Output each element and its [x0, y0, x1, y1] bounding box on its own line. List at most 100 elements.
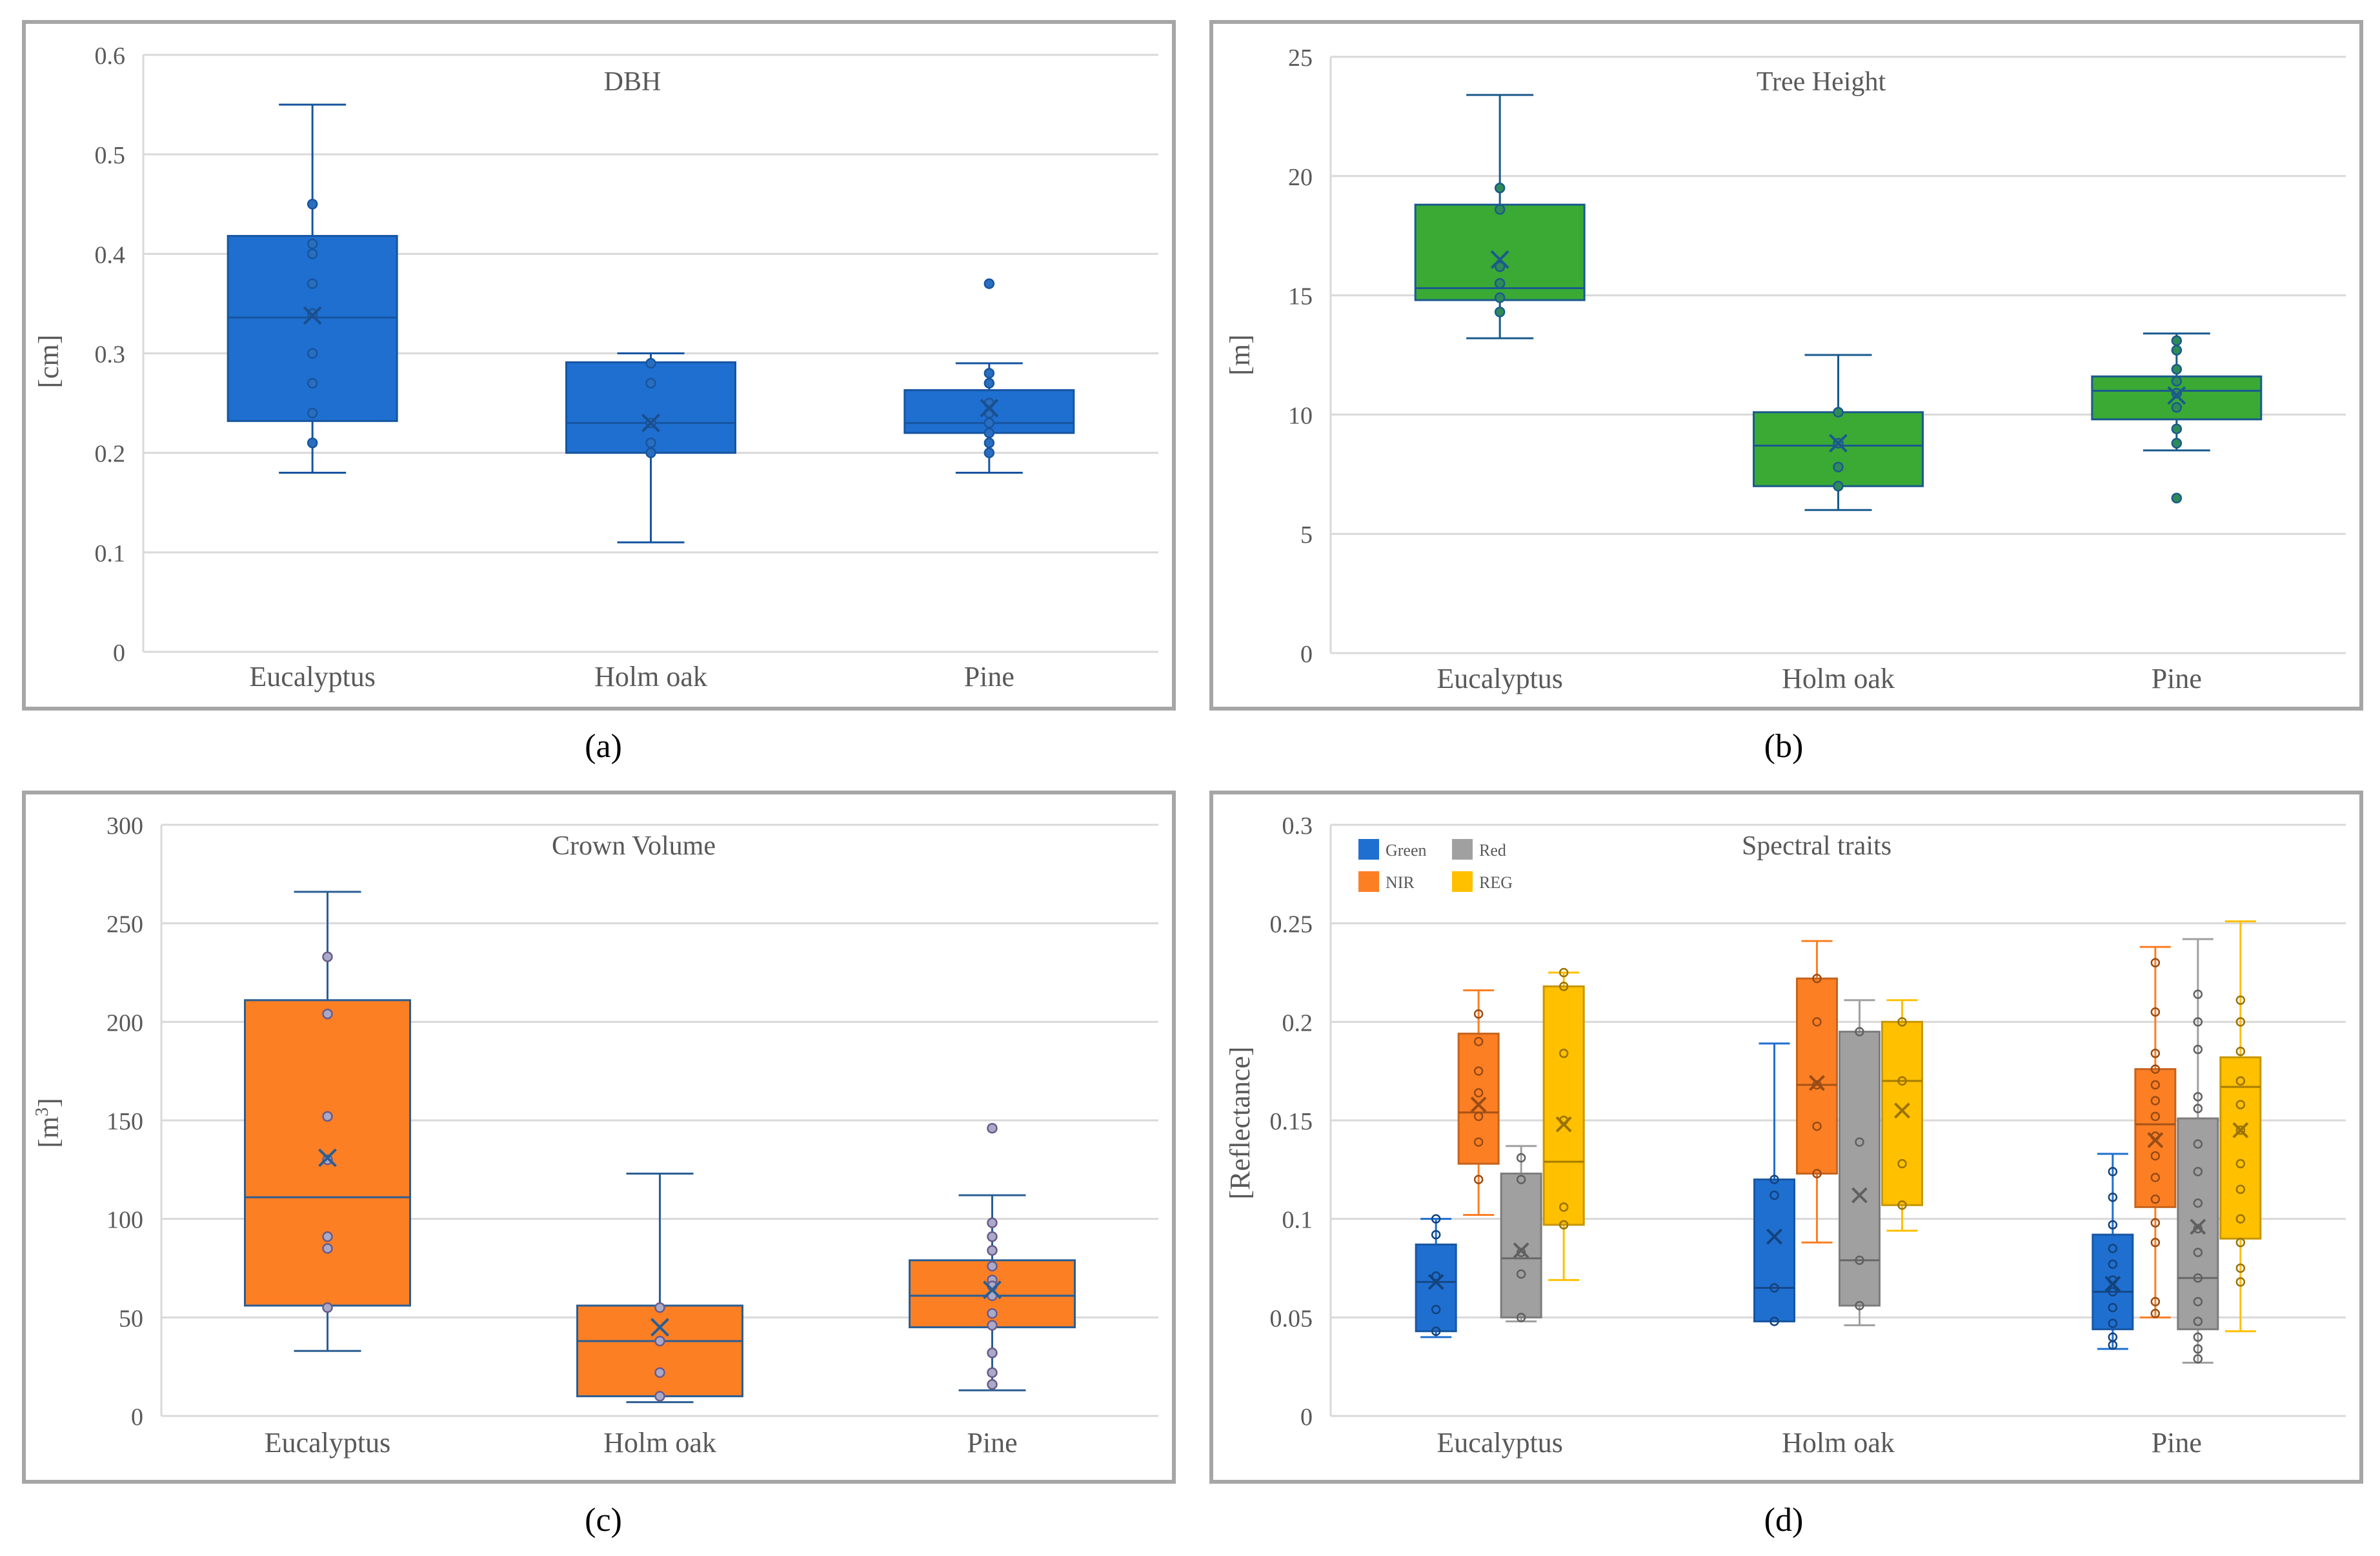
data-point: [1558, 1202, 1569, 1212]
mean-marker: [2167, 386, 2186, 405]
data-point: [307, 407, 318, 419]
legend-label-reg: REG: [1479, 873, 1513, 892]
data-point: [983, 447, 995, 458]
data-point: [987, 1320, 998, 1331]
category-label: Holm oak: [603, 1427, 716, 1459]
data-point: [2193, 1017, 2203, 1027]
category-label: Holm oak: [1782, 663, 1895, 694]
data-point: [2171, 423, 2183, 434]
y-tick-label: 25: [1288, 45, 1313, 72]
legend-swatch-green: [1358, 839, 1379, 860]
data-point: [1431, 1326, 1441, 1336]
y-tick-label: 0.5: [95, 142, 126, 169]
y-tick-label: 250: [106, 911, 143, 938]
data-point: [2235, 1017, 2246, 1027]
category-label: Pine: [2152, 1427, 2202, 1459]
chart-crown-volume: 0 50 100 150 200 250 300 Crown Volume [m3] Eucaly…: [32, 813, 1158, 1459]
data-point: [1897, 1076, 1907, 1086]
data-point: [2171, 402, 2183, 413]
data-point: [2150, 1238, 2161, 1248]
mean-marker: [1829, 434, 1848, 453]
panel-d: 0 0.05 0.1 0.15 0.2 0.25 0.3 Spectral traits [Re…: [1209, 791, 2363, 1539]
data-point: [987, 1308, 998, 1319]
data-point: [1431, 1229, 1441, 1240]
data-point: [1770, 1175, 1779, 1184]
data-point: [307, 278, 318, 289]
mean-marker: [318, 1148, 337, 1167]
figure-label-b: (b): [1764, 728, 1804, 765]
data-point: [2171, 438, 2183, 449]
data-point: [2235, 1277, 2246, 1287]
data-point: [983, 427, 995, 439]
y-tick-label: 0.1: [95, 540, 126, 567]
data-point: [654, 1367, 665, 1379]
data-point: [2193, 1273, 2203, 1283]
chart-title: Crown Volume: [552, 831, 716, 861]
data-point: [2193, 1317, 2203, 1326]
data-point: [1431, 1304, 1441, 1315]
data-point: [2235, 1126, 2246, 1135]
category-label: Holm oak: [594, 661, 707, 692]
data-point: [2235, 1214, 2246, 1224]
data-point: [2193, 989, 2203, 999]
data-point: [2108, 1244, 2118, 1253]
data-point: [307, 238, 318, 250]
data-point: [1494, 292, 1506, 303]
data-point: [645, 447, 656, 458]
y-axis-label: [Reflectance]: [1224, 1047, 1256, 1200]
data-point: [2171, 492, 2183, 504]
data-point: [307, 438, 318, 449]
data-point: [654, 1391, 665, 1402]
data-point: [1770, 1317, 1779, 1326]
data-point: [2150, 1080, 2161, 1090]
box-red: [2177, 1117, 2219, 1331]
y-tick-label: 150: [106, 1108, 143, 1135]
figure-label-d: (d): [1764, 1502, 1804, 1539]
data-point: [654, 1302, 665, 1313]
mean-marker: [650, 1318, 669, 1337]
figure-label-c: (c): [585, 1502, 622, 1539]
data-point: [307, 378, 318, 389]
mean-marker: [303, 306, 322, 325]
data-point: [1473, 1175, 1484, 1184]
y-tick-label: 0.05: [1270, 1305, 1313, 1332]
data-point: [1855, 1255, 1864, 1266]
data-point: [2171, 363, 2183, 375]
data-point: [322, 1111, 333, 1122]
data-point: [1855, 1300, 1864, 1311]
mean-marker: [2190, 1218, 2206, 1235]
data-point: [2235, 1100, 2246, 1109]
data-point: [2193, 1224, 2203, 1234]
data-point: [645, 378, 656, 389]
data-point: [2108, 1167, 2118, 1177]
y-tick-label: 15: [1288, 283, 1313, 310]
data-point: [1473, 1088, 1484, 1098]
category-label: Pine: [2152, 663, 2202, 694]
data-point: [2235, 1184, 2246, 1195]
data-point: [1494, 183, 1506, 194]
data-point: [2108, 1259, 2118, 1269]
y-tick-label: 0: [1300, 1404, 1313, 1431]
category-label: Holm oak: [1782, 1427, 1895, 1459]
data-point: [1833, 407, 1844, 418]
data-point: [2193, 1344, 2203, 1354]
mean-marker: [1490, 250, 1509, 269]
data-point: [2193, 1104, 2203, 1113]
data-point: [2150, 1048, 2161, 1058]
data-point: [2150, 1308, 2161, 1319]
data-point: [987, 1231, 998, 1242]
y-axis-label: [m3]: [32, 1098, 65, 1148]
category-label: Pine: [967, 1427, 1017, 1459]
data-point: [1897, 1158, 1907, 1169]
y-tick-label: 0: [1300, 641, 1313, 668]
box-tree-height: [1753, 411, 1924, 487]
data-point: [2193, 1044, 2203, 1055]
data-point: [2108, 1302, 2118, 1313]
category-label: Eucalyptus: [1437, 1427, 1563, 1459]
data-point: [2193, 1198, 2203, 1208]
data-point: [645, 358, 656, 369]
data-point: [1473, 1066, 1484, 1076]
box-reg: [1881, 1020, 1923, 1206]
data-point: [2150, 1007, 2161, 1017]
box-green: [2092, 1233, 2134, 1331]
